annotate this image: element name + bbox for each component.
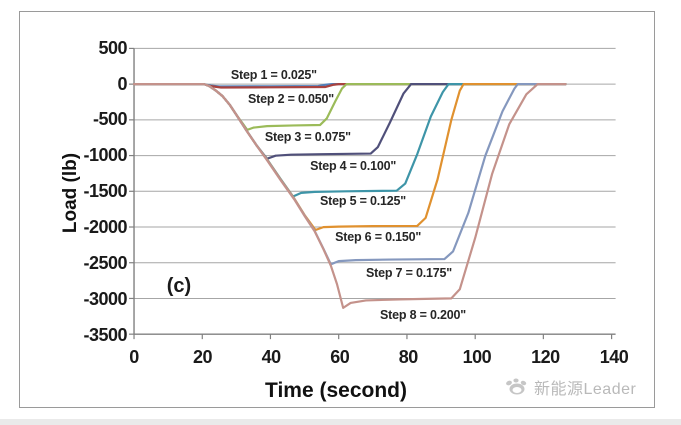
x-tick-label-100: 100 bbox=[462, 347, 492, 367]
x-axis-title: Time (second) bbox=[265, 379, 407, 402]
x-tick-label-80: 80 bbox=[398, 347, 419, 367]
y-tick-label--1000: -1000 bbox=[83, 145, 127, 166]
y-tick-label--2000: -2000 bbox=[83, 217, 127, 238]
y-tick-label--3000: -3000 bbox=[83, 288, 127, 309]
watermark-text: 新能源Leader bbox=[534, 381, 637, 398]
watermark: 新能源Leader bbox=[504, 373, 654, 401]
series-line-step-6 bbox=[132, 83, 567, 232]
step-annotation-1: Step 1 = 0.025" bbox=[230, 68, 317, 83]
step-annotation-5: Step 5 = 0.125" bbox=[320, 194, 406, 209]
x-tick-label-20: 20 bbox=[193, 347, 213, 367]
x-tick-label-140: 140 bbox=[599, 347, 629, 367]
x-tick-label-0: 0 bbox=[129, 347, 139, 367]
y-tick-label--1500: -1500 bbox=[83, 181, 127, 202]
watermark-logo-icon bbox=[506, 378, 527, 395]
series-line-step-3 bbox=[132, 83, 567, 131]
step-annotation-3: Step 3 = 0.075" bbox=[264, 129, 351, 144]
x-tick-label-40: 40 bbox=[261, 347, 282, 367]
subfigure-label: (c) bbox=[166, 275, 192, 297]
x-tick-label-120: 120 bbox=[531, 347, 560, 367]
step-annotation-7: Step 7 = 0.175" bbox=[365, 265, 452, 280]
y-tick-label-500: 500 bbox=[98, 37, 127, 58]
y-tick-label--3500: -3500 bbox=[83, 324, 127, 345]
series-line-step-8 bbox=[132, 83, 567, 309]
load-time-chart bbox=[129, 47, 616, 340]
step-annotation-2: Step 2 = 0.050" bbox=[248, 92, 334, 106]
step-annotation-4: Step 4 = 0.100" bbox=[310, 158, 397, 173]
y-tick-label-0: 0 bbox=[117, 73, 127, 94]
chart-figure: Load (lb) Time (second) (c) 新能源Leader 50… bbox=[19, 11, 655, 408]
bottom-strip bbox=[0, 419, 681, 425]
step-annotation-6: Step 6 = 0.150" bbox=[335, 230, 422, 244]
y-tick-label--2500: -2500 bbox=[83, 253, 127, 273]
x-tick-label-60: 60 bbox=[330, 347, 350, 367]
step-annotation-8: Step 8 = 0.200" bbox=[380, 308, 466, 323]
y-tick-label--500: -500 bbox=[92, 109, 128, 130]
